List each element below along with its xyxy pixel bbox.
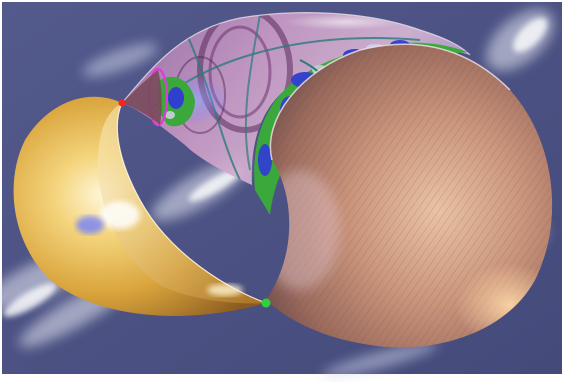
green-marker-point [261,298,271,308]
gold-crescent-surface [13,96,267,316]
red-marker-point [118,99,126,107]
cloud-highlights [3,17,548,317]
cone-neck [122,70,162,125]
